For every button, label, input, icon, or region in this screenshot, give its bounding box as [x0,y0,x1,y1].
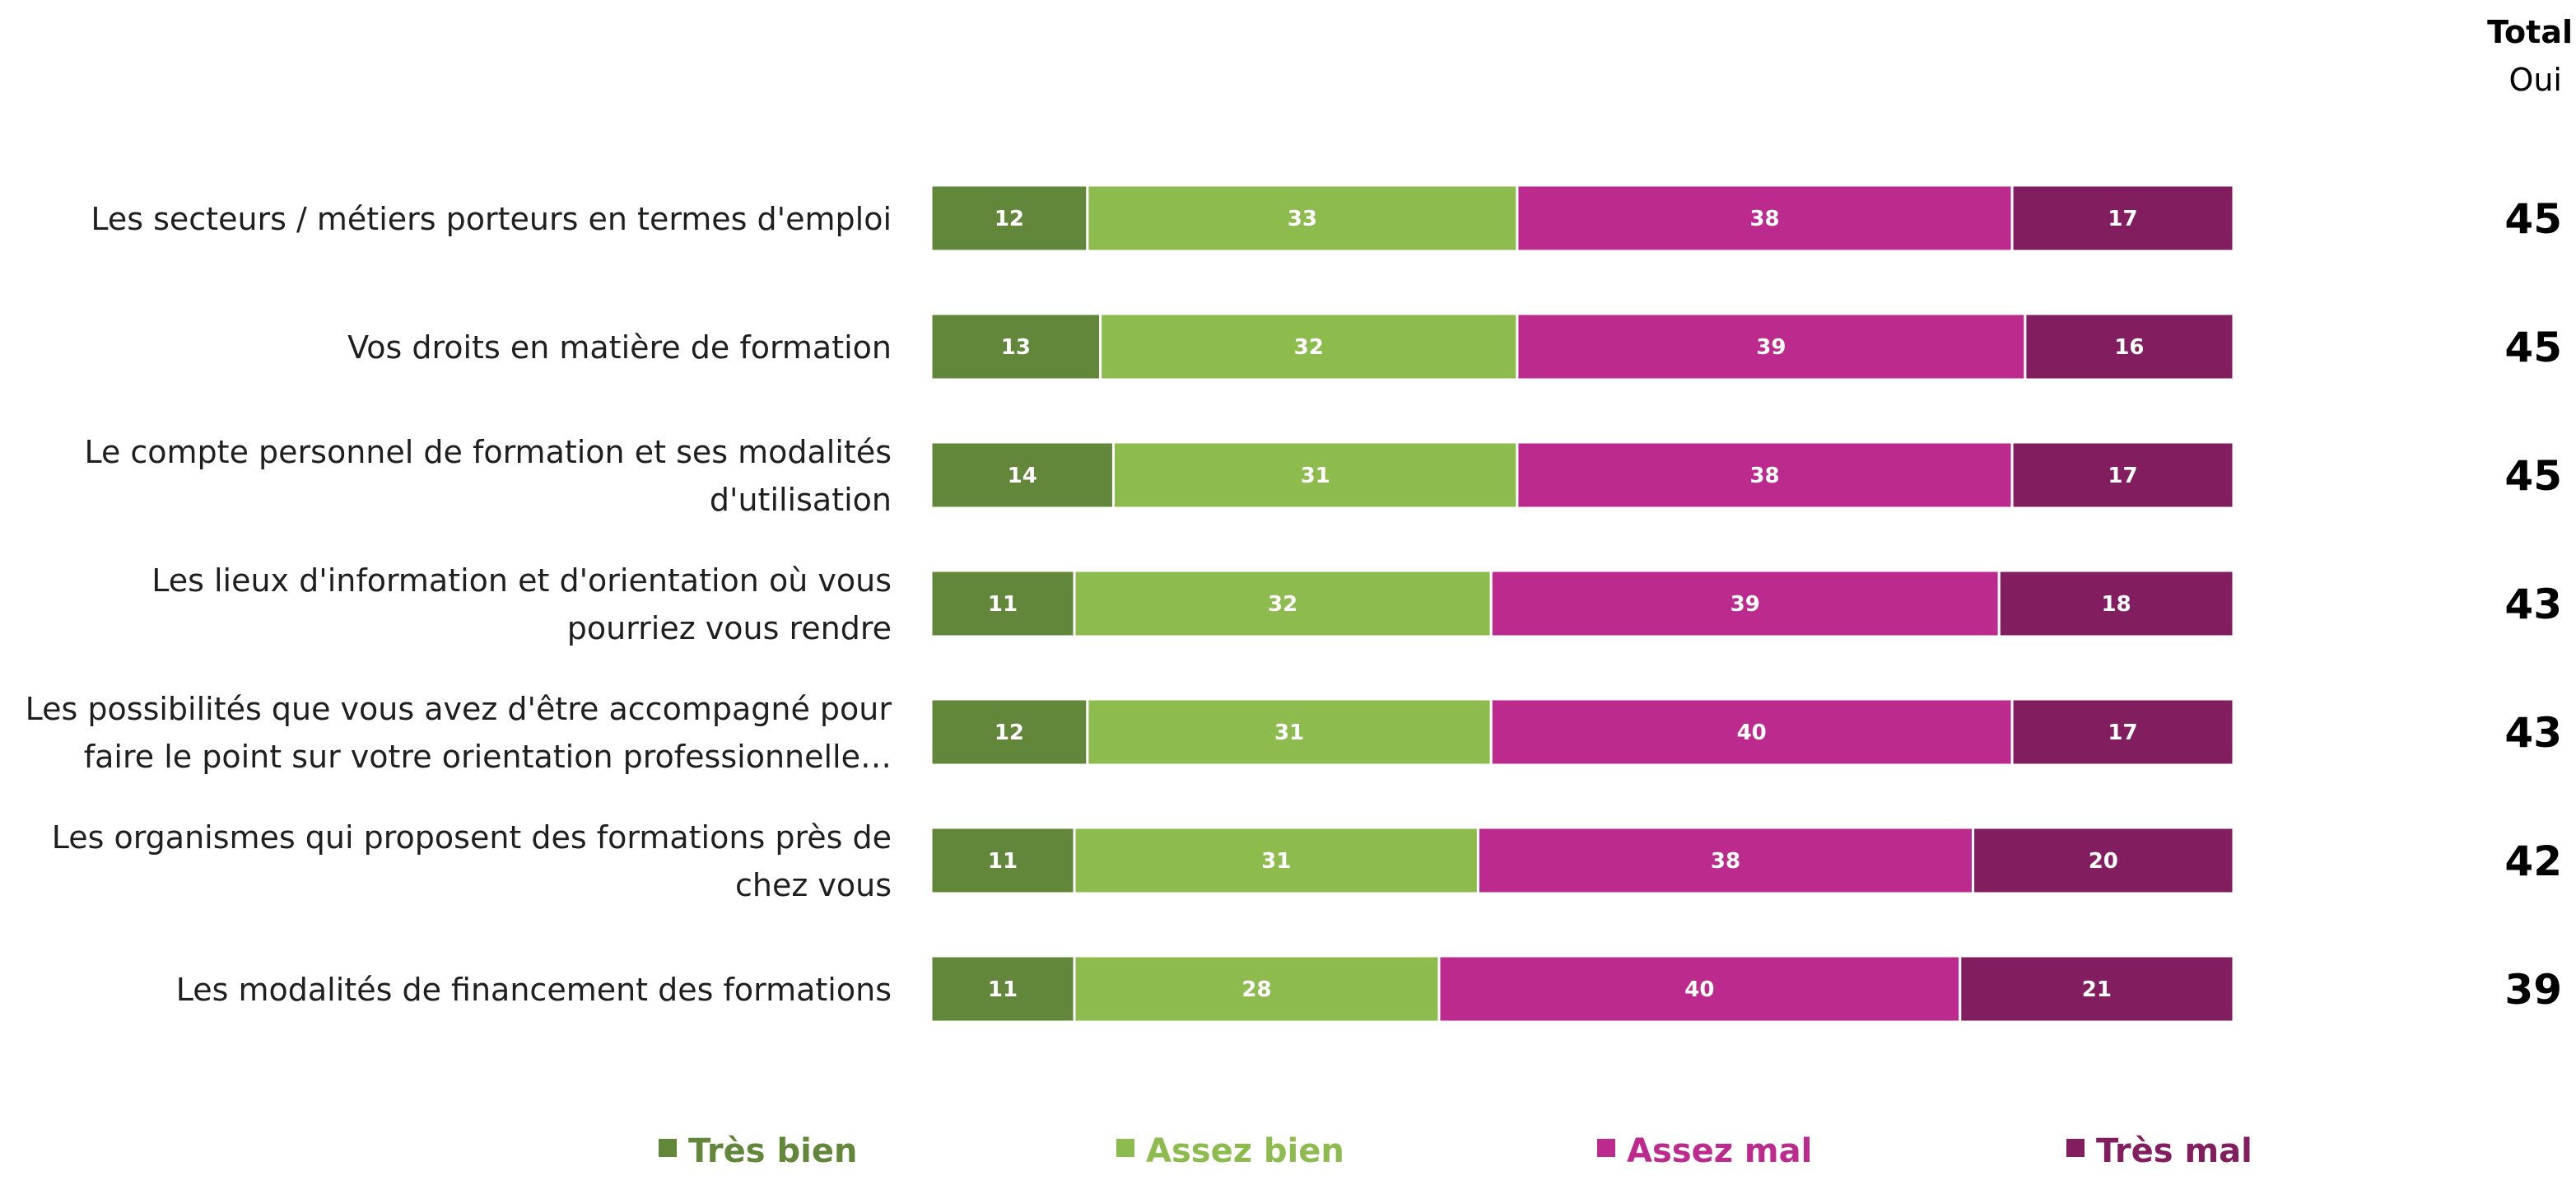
data-label: 13 [1001,335,1031,360]
bar-segment [929,954,1076,1024]
total-value: 43 [2504,581,2562,628]
bar-segment [2010,441,2235,510]
bar-segment [1073,569,1493,638]
category-label: Les possibilités que vous avez d'être ac… [26,691,892,727]
bar-segment [929,441,1115,510]
category-label: Vos droits en matière de formation [347,329,892,366]
data-label: 32 [1294,335,1324,360]
data-label: 38 [1749,464,1779,488]
data-label: 21 [2082,977,2112,1002]
data-label: 16 [2114,335,2144,360]
data-label: 17 [2108,207,2137,231]
category-label: pourriez vous rendre [567,610,892,646]
bar-segment [1959,954,2235,1024]
legend-swatch [1597,1139,1615,1157]
data-label: 14 [1008,464,1037,488]
data-label: 17 [2108,464,2137,488]
data-label: 18 [2102,592,2131,617]
total-subheader: Oui [2508,62,2562,98]
bar-segment [2024,312,2235,381]
legend-swatch [2066,1139,2085,1157]
legend-swatch [1116,1139,1134,1157]
total-column: 45 45 45 43 43 42 39 Total Oui [2487,14,2573,1014]
bar-segment [929,697,1089,767]
total-value: 42 [2504,837,2562,885]
data-label: 39 [1731,592,1760,617]
bar-segment [2010,697,2235,767]
bar-segment [1972,826,2235,895]
data-label: 17 [2108,721,2137,745]
data-label: 28 [1241,977,1271,1002]
data-label: 39 [1756,335,1786,360]
bar-segment [1997,569,2235,638]
data-label: 32 [1268,592,1297,617]
bar-segment [1073,826,1479,895]
data-label: 11 [988,592,1018,617]
data-label: 31 [1261,849,1291,874]
category-labels: Les secteurs / métiers porteurs en terme… [26,201,892,1008]
bar-segment [1111,441,1519,510]
legend-label: Très bien [688,1132,857,1170]
bar-segment [1086,697,1493,767]
category-label: Les organismes qui proposent des formati… [52,819,892,856]
legend: Très bien Assez bien Assez mal Très mal [659,1132,2252,1170]
data-label: 38 [1711,849,1740,874]
data-label: 11 [988,849,1018,874]
bar-segment [929,312,1102,381]
bar-segment [1476,826,1975,895]
bar-segment [2010,184,2235,253]
data-label: 31 [1274,721,1304,745]
legend-label: Assez bien [1146,1132,1344,1170]
bar-segment [1516,184,2014,253]
bar-segment [929,826,1076,895]
data-label: 33 [1288,207,1317,231]
category-label: Les modalités de financement des formati… [176,972,892,1008]
bar-segment [1489,697,2014,767]
total-value: 45 [2504,324,2562,371]
category-label: Le compte personnel de formation et ses … [84,434,892,470]
total-value: 45 [2504,195,2562,243]
bar-segment [929,569,1076,638]
bars-layer: 12 33 38 17 13 32 39 16 14 31 38 17 11 32 39 18 12 31 40 17… [929,184,2235,1024]
legend-label: Très mal [2096,1132,2252,1170]
legend-swatch [659,1139,677,1157]
data-label: 12 [995,721,1024,745]
data-label: 40 [1737,721,1767,745]
data-label: 11 [988,977,1018,1002]
total-value: 43 [2504,709,2562,757]
bar-segment [1516,312,2027,381]
bar-segment [929,184,1089,253]
bar-segment [1437,954,1962,1024]
total-value: 39 [2504,966,2562,1014]
total-value: 45 [2504,452,2562,500]
data-label: 20 [2089,849,2118,874]
legend-label: Assez mal [1627,1132,1812,1170]
data-label: 38 [1749,207,1779,231]
bar-segment [1099,312,1519,381]
data-label: 40 [1684,977,1714,1002]
category-label: chez vous [735,867,892,903]
category-label: Les secteurs / métiers porteurs en terme… [91,201,892,237]
category-label: faire le point sur votre orientation pro… [84,739,892,775]
category-label: Les lieux d'information et d'orientation… [151,562,892,599]
data-label: 31 [1301,464,1330,488]
data-label: 12 [995,207,1024,231]
total-header: Total [2487,14,2573,50]
category-label: d'utilisation [710,482,892,518]
bar-segment [1086,184,1519,253]
